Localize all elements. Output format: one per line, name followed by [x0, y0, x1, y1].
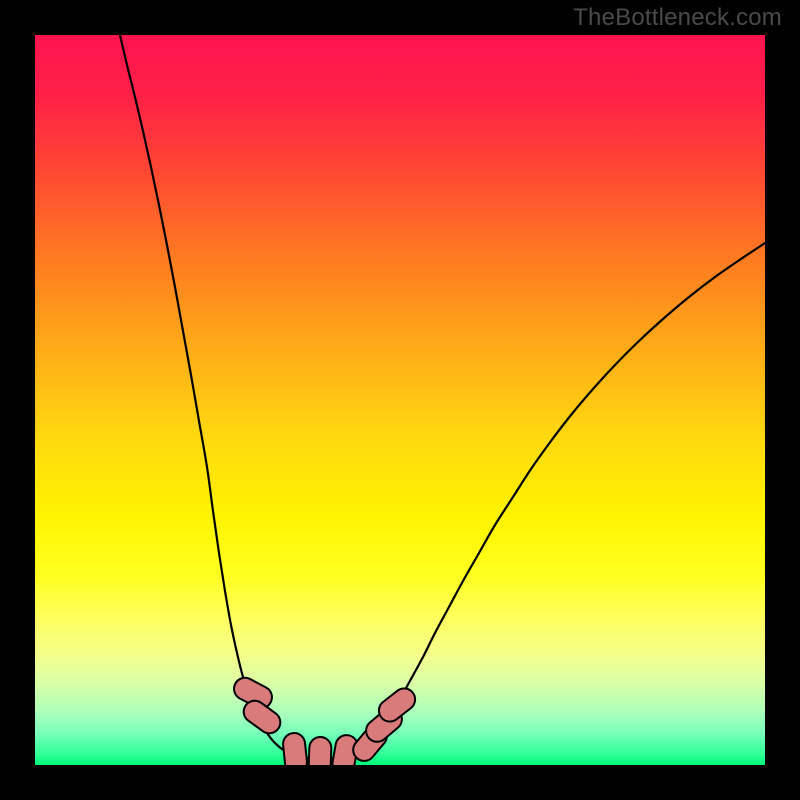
curve-marker [308, 737, 331, 765]
curve-markers [35, 35, 765, 765]
plot-area [35, 35, 765, 765]
watermark-text: TheBottleneck.com [573, 4, 782, 32]
curve-marker [282, 732, 308, 765]
